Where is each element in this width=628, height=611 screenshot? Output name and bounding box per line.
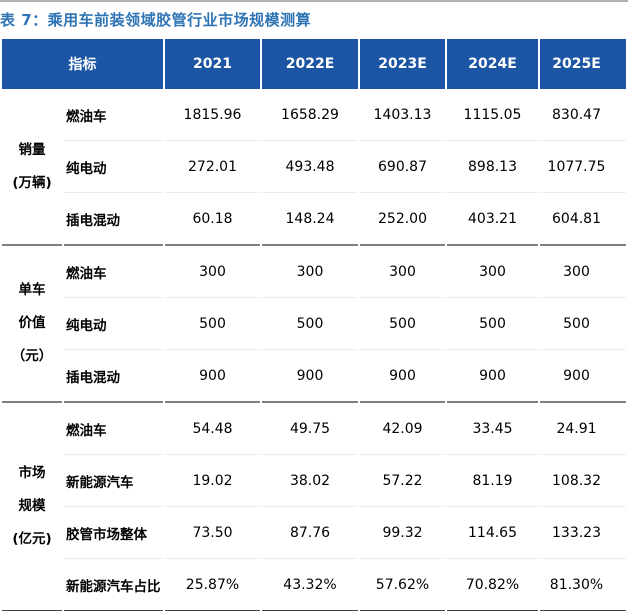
table-row: 新能源汽车占比 25.87% 43.32% 57.62% 70.82% 81.3… [2,558,626,611]
group-label-line: 价值 [18,315,46,331]
cell-value: 900 [447,349,538,401]
cell-value: 25.87% [165,558,260,611]
row-indicator: 新能源汽车 [64,454,163,506]
group-label-line: 单车 [18,282,46,298]
market-size-table: 指标 2021 2022E 2023E 2024E 2025E 销量 (万辆) … [0,39,628,611]
table-title: 表 7：乘用车前装领域胶管行业市场规模测算 [0,11,312,29]
table-row: 插电混动 900 900 900 900 900 [2,349,626,401]
cell-value: 500 [447,297,538,349]
cell-value: 60.18 [165,192,260,244]
row-indicator: 燃油车 [64,401,163,454]
cell-value: 403.21 [447,192,538,244]
cell-value: 148.24 [262,192,358,244]
cell-value: 19.02 [165,454,260,506]
cell-value: 690.87 [360,140,445,192]
table-row: 市场 规模 (亿元) 燃油车 54.48 49.75 42.09 33.45 2… [2,401,626,611]
row-indicator: 新能源汽车占比 [64,558,163,611]
row-indicator: 纯电动 [64,297,163,349]
cell-value: 87.76 [262,506,358,558]
cell-value: 300 [447,244,538,297]
cell-value: 493.48 [262,140,358,192]
row-indicator: 插电混动 [64,349,163,401]
row-indicator: 纯电动 [64,140,163,192]
header-cell-2022e: 2022E [262,39,358,89]
group-label-unit-value: 单车 价值 （元） [2,244,62,401]
group-label-line: 市场 [18,465,46,481]
header-cell-2024e: 2024E [447,39,538,89]
row-indicator: 胶管市场整体 [64,506,163,558]
header-cell-2025e: 2025E [540,39,626,89]
cell-value: 604.81 [540,192,626,244]
group-label-line: (万辆) [12,174,52,191]
row-indicator: 燃油车 [64,244,163,297]
cell-value: 43.32% [262,558,358,611]
group-label-sales-volume: 销量 (万辆) [2,89,62,244]
header-cell-2023e: 2023E [360,39,445,89]
row-indicator: 燃油车 [66,108,107,125]
cell-value: 108.32 [540,454,626,506]
cell-value: 49.75 [262,401,358,454]
cell-value: 898.13 [447,140,538,192]
cell-value: 1658.29 [281,106,339,123]
cell-value: 500 [540,297,626,349]
cell-value: 300 [540,244,626,297]
cell-value: 1115.05 [463,106,522,123]
cell-value: 900 [165,349,260,401]
cell-value: 99.32 [360,506,445,558]
cell-value: 54.48 [165,401,260,454]
cell-value: 300 [262,244,358,297]
cell-value: 114.65 [447,506,538,558]
cell-value: 272.01 [165,140,260,192]
header-cell-indicator: 指标 [2,39,163,89]
table-row: 纯电动 272.01 493.48 690.87 898.13 1077.75 [2,140,626,192]
cell-value: 42.09 [360,401,445,454]
cell-value: 300 [165,244,260,297]
cell-value: 1077.75 [540,140,626,192]
cell-value: 500 [165,297,260,349]
cell-value: 57.62% [360,558,445,611]
group-label-line: 销量 [18,141,46,158]
group-label-line: （元） [11,348,53,364]
table-row: 胶管市场整体 73.50 87.76 99.32 114.65 133.23 [2,506,626,558]
header-row: 指标 2021 2022E 2023E 2024E 2025E [2,39,626,89]
cell-value: 57.22 [360,454,445,506]
cell-value: 73.50 [165,506,260,558]
group-label-line: (亿元) [12,531,52,547]
table-header: 指标 2021 2022E 2023E 2024E 2025E [2,39,626,89]
cell-value: 1403.13 [373,106,432,123]
cell-value: 300 [360,244,445,297]
table-row: 单车 价值 （元） 燃油车 300 300 300 300 300 [2,244,626,364]
cell-value: 33.45 [447,401,538,454]
cell-value: 1815.96 [183,106,242,123]
table-row: 纯电动 500 500 500 500 500 [2,297,626,349]
group-label-market-size: 市场 规模 (亿元) [2,401,62,611]
cell-value: 900 [360,349,445,401]
cell-value: 24.91 [540,401,626,454]
cell-value: 500 [360,297,445,349]
cell-value: 38.02 [262,454,358,506]
cell-value: 900 [540,349,626,401]
cell-value: 900 [262,349,358,401]
group-label-line: 规模 [18,498,46,514]
table-row: 插电混动 60.18 148.24 252.00 403.21 604.81 [2,192,626,244]
cell-value: 133.23 [540,506,626,558]
cell-value: 81.30% [540,558,626,611]
cell-value: 252.00 [360,192,445,244]
header-cell-2021: 2021 [165,39,260,89]
table-row: 销量 (万辆) 燃油车 1815.96 1658.29 1403.13 1115… [2,89,626,191]
cell-value: 70.82% [447,558,538,611]
cell-value: 500 [262,297,358,349]
row-indicator: 插电混动 [64,192,163,244]
table-row: 新能源汽车 19.02 38.02 57.22 81.19 108.32 [2,454,626,506]
cell-value: 81.19 [447,454,538,506]
cell-value: 830.47 [552,106,601,123]
